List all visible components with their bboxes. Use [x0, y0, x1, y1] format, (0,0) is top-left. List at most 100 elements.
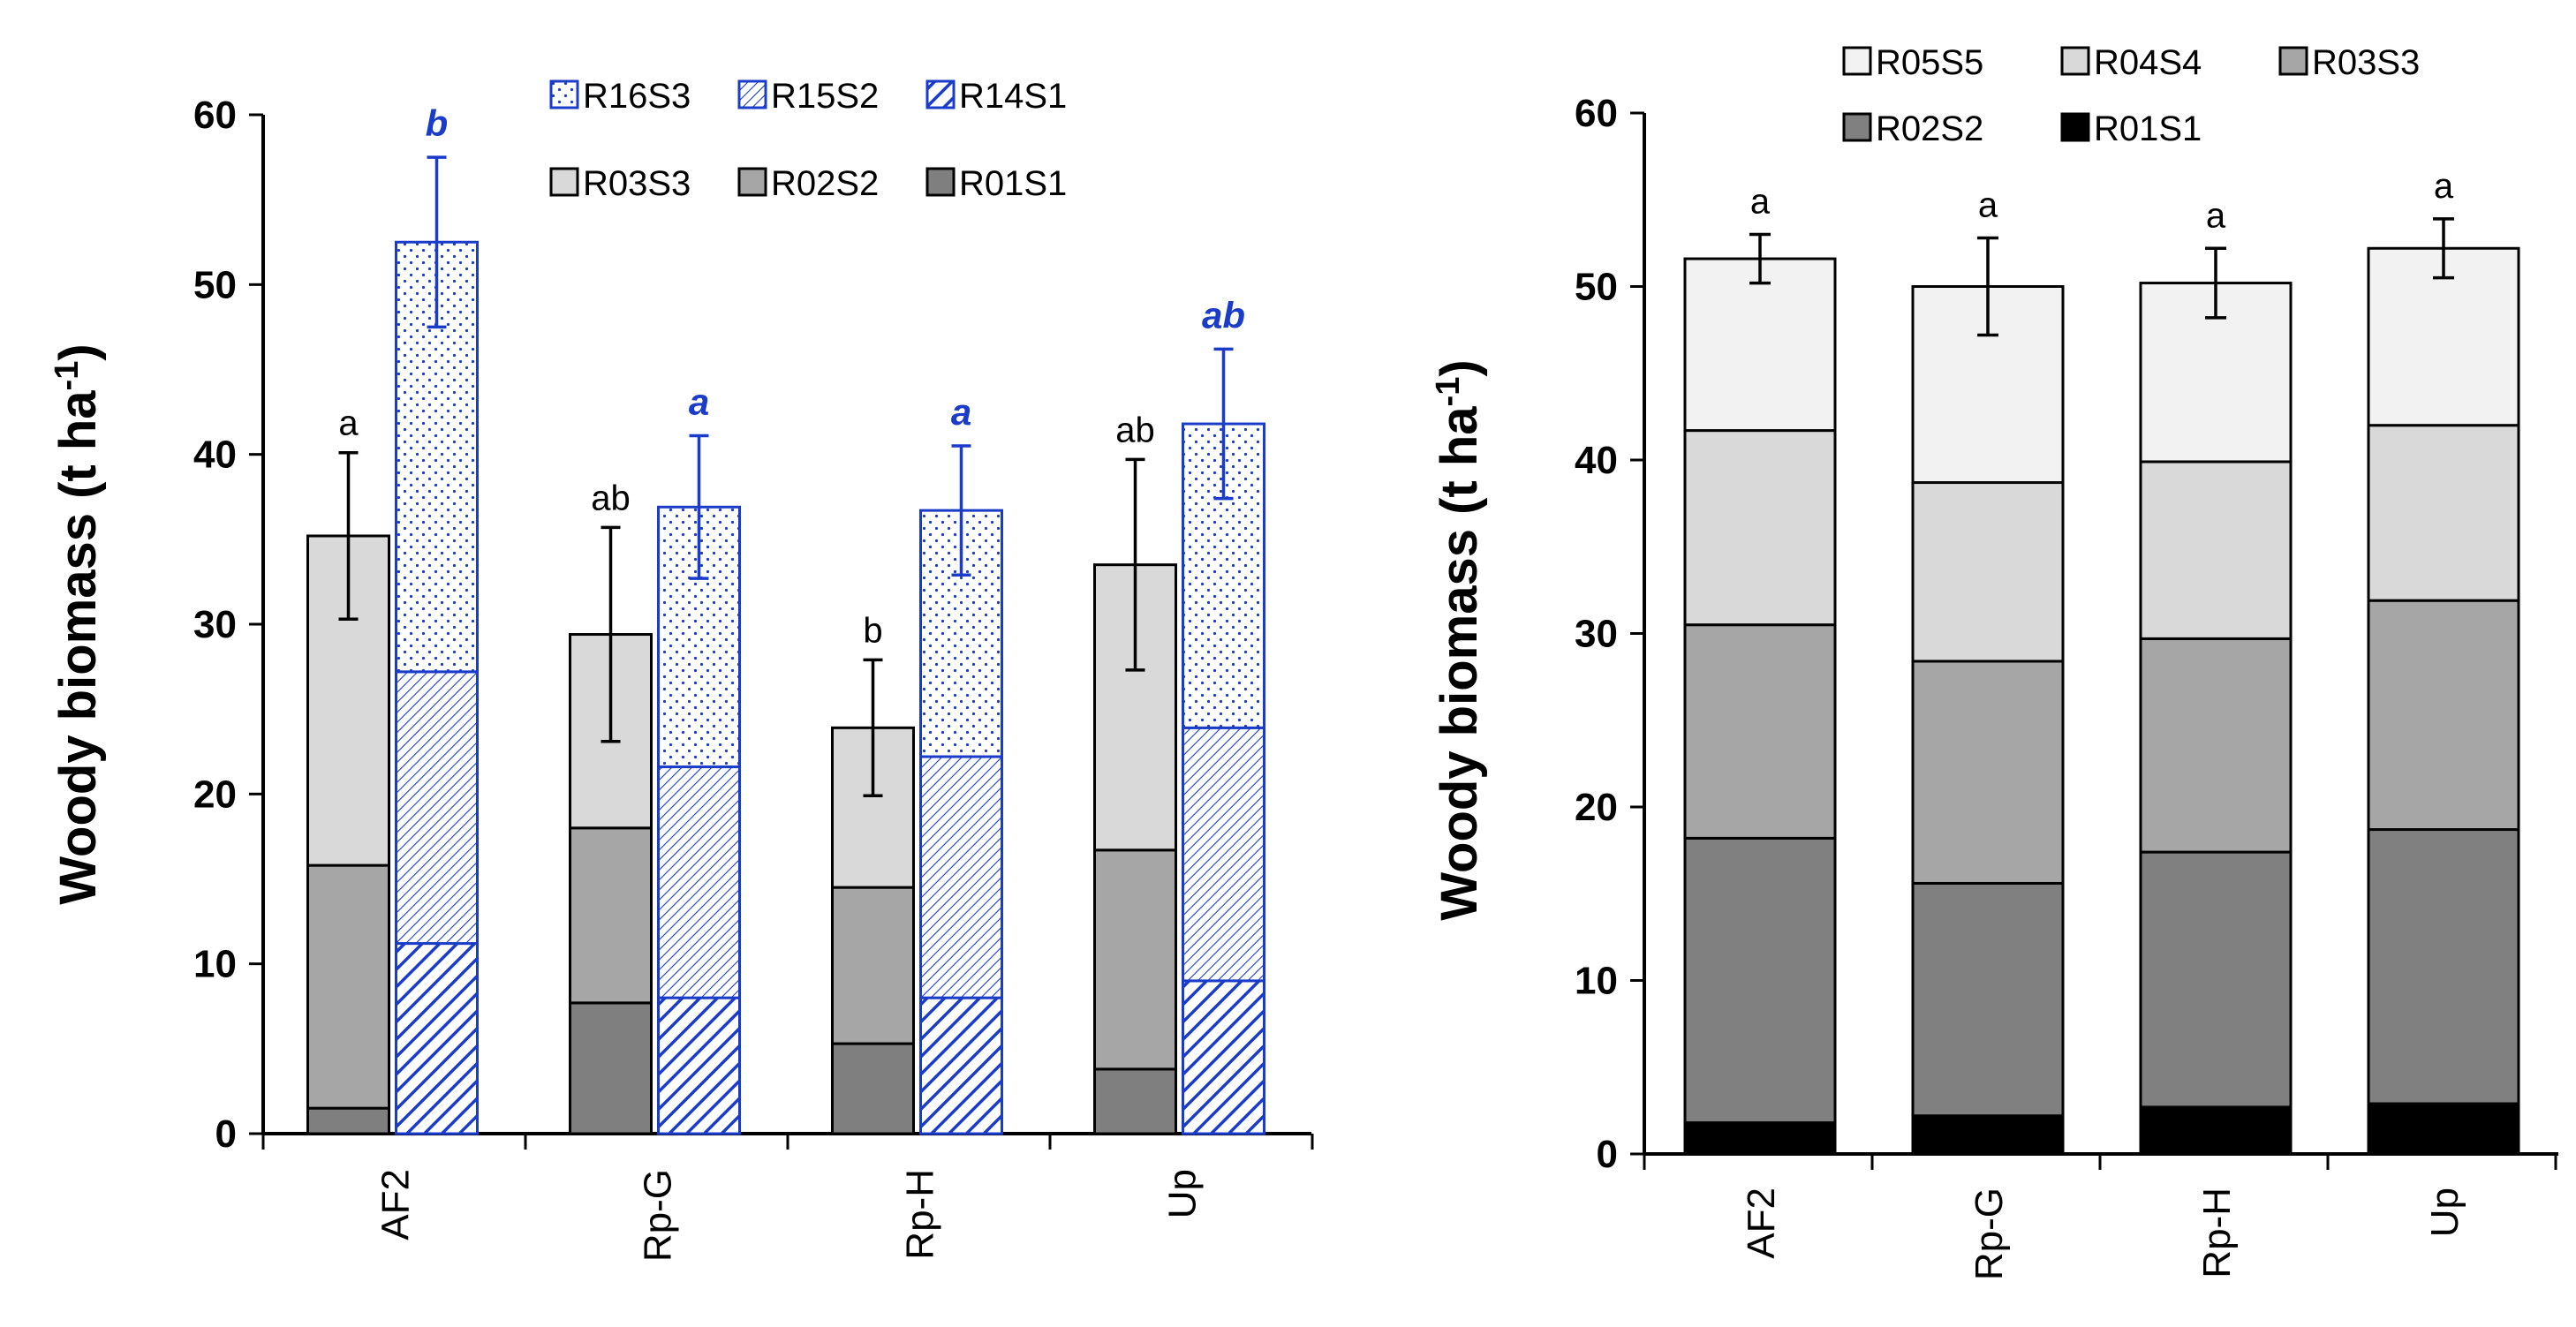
bar-segment-r14s1 [919, 996, 1003, 1135]
bar-segment-r14s1 [1182, 979, 1265, 1135]
left-bars [306, 240, 1265, 1135]
left-category-label: Rp-G [637, 1169, 680, 1262]
legend-label-r01s1: R01S1 [2094, 109, 2202, 148]
legend-label-r01s1: R01S1 [959, 164, 1067, 203]
bar-segment-r01s1 [831, 1042, 915, 1135]
legend-label-r03s3: R03S3 [583, 164, 691, 203]
left-y-tick-label: 40 [193, 434, 237, 477]
bar-segment-r02s2 [1911, 881, 2065, 1118]
left-y-tick-label: 50 [193, 263, 237, 306]
right-legend: R05S5 R04S4 R03S3 R02S2 R01S1 [1842, 43, 2420, 148]
legend-label-r05s5: R05S5 [1876, 43, 1983, 82]
right-y-axis-title: Woody biomass (t ha-1) [1430, 359, 1488, 920]
legend-label-r16s3: R16S3 [583, 77, 691, 116]
legend-swatch-r02s2 [1842, 112, 1872, 142]
bar-segment-r03s3 [2367, 599, 2520, 832]
gray-significance-letter: b [863, 611, 882, 650]
bar-segment-r02s2 [2139, 850, 2293, 1109]
left-x-ticks [261, 1134, 1314, 1150]
left-category-label: Up [1161, 1169, 1205, 1218]
legend-swatch-r03s3 [549, 167, 579, 197]
left-category-labels: AF2 Rp-G Rp-H Up [374, 1169, 1205, 1262]
bar-segment-r01s1 [2367, 1102, 2520, 1156]
legend-swatch-r01s1 [925, 167, 956, 197]
legend-swatch-r04s4 [2060, 46, 2090, 76]
left-category-label: Rp-H [899, 1169, 942, 1260]
legend-swatch-r02s2 [737, 167, 767, 197]
left-y-ticks: 0 10 20 30 40 50 60 [193, 94, 263, 1156]
legend-label-r02s2: R02S2 [1876, 109, 1983, 148]
legend-label-r14s1: R14S1 [959, 77, 1067, 116]
right-x-ticks [1643, 1154, 2557, 1170]
legend-label-r02s2: R02S2 [771, 164, 879, 203]
left-category-label: AF2 [374, 1169, 418, 1240]
bar-segment-r04s4 [2367, 424, 2520, 602]
legend-swatch-r16s3 [549, 79, 579, 109]
bar-segment-r02s2 [306, 863, 390, 1110]
right-category-label: AF2 [1740, 1188, 1783, 1259]
bar-segment-r15s2 [657, 765, 741, 999]
left-legend: R16S3 R15S2 R14S1 R03S3 R02S2 R01S1 [549, 77, 1067, 203]
gray-significance-letter: ab [591, 479, 631, 517]
blue-significance-letter: ab [1202, 294, 1245, 336]
right-y-tick-label: 60 [1575, 92, 1618, 135]
bar-segment-r01s1 [306, 1106, 390, 1135]
gray-significance-letter: ab [1115, 411, 1155, 449]
bar-segment-r15s2 [919, 755, 1003, 999]
legend-swatch-r14s1 [925, 79, 956, 109]
blue-significance-letter: b [426, 102, 449, 144]
bar-segment-r15s2 [1182, 726, 1265, 983]
right-y-tick-label: 50 [1575, 266, 1618, 309]
right-significance-letter: a [2434, 167, 2454, 206]
bar-segment-r14s1 [657, 996, 741, 1135]
right-stacked-bar-chart: 0 10 20 30 40 50 60 a a a a AF2 Rp-G Rp-H Up Woody b… [1430, 43, 2558, 1280]
right-significance-letters: a a aa [1750, 167, 2454, 235]
bar-segment-r02s2 [1683, 836, 1837, 1125]
right-y-tick-label: 0 [1597, 1133, 1618, 1176]
bar-segment-r04s4 [1911, 481, 2065, 663]
legend-swatch-r01s1 [2060, 112, 2090, 142]
right-significance-letter: a [1750, 183, 1771, 222]
bar-segment-r02s2 [1093, 848, 1177, 1071]
bar-segment-r04s4 [2139, 460, 2293, 640]
bar-segment-r01s1 [1911, 1114, 2065, 1156]
legend-swatch-r15s2 [737, 79, 767, 109]
bar-segment-r02s2 [569, 826, 653, 1005]
bar-segment-r03s3 [1683, 623, 1837, 840]
bar-segment-r03s3 [1911, 660, 2065, 885]
right-significance-letter: a [2206, 196, 2226, 235]
right-y-tick-label: 30 [1575, 613, 1618, 656]
left-y-tick-label: 60 [193, 94, 237, 137]
right-category-labels: AF2 Rp-G Rp-H Up [1740, 1188, 2466, 1280]
left-error-bars [338, 155, 1234, 798]
left-y-tick-label: 10 [193, 943, 237, 986]
left-y-tick-label: 20 [193, 773, 237, 816]
legend-swatch-r03s3 [2278, 46, 2308, 76]
right-category-label: Rp-H [2195, 1188, 2239, 1278]
legend-swatch-r05s5 [1842, 46, 1872, 76]
legend-label-r04s4: R04S4 [2094, 43, 2202, 82]
bar-segment-r02s2 [831, 886, 915, 1045]
bar-segment-r04s4 [1683, 429, 1837, 627]
left-y-axis-title: Woody biomass (t ha-1) [49, 343, 107, 904]
right-y-tick-label: 20 [1575, 786, 1618, 829]
bar-segment-r03s3 [2139, 637, 2293, 854]
gray-significance-letter: a [338, 404, 359, 443]
left-y-tick-label: 0 [215, 1112, 237, 1156]
right-significance-letter: a [1978, 185, 1998, 224]
bar-segment-r01s1 [1683, 1121, 1837, 1156]
bar-segment-r01s1 [1093, 1067, 1177, 1135]
bar-segment-r01s1 [569, 1001, 653, 1135]
right-y-ticks: 0 10 20 30 40 50 60 [1575, 92, 1644, 1176]
bar-segment-r01s1 [2139, 1105, 2293, 1156]
legend-label-r03s3: R03S3 [2312, 43, 2420, 82]
blue-significance-letter: a [951, 391, 971, 433]
left-y-tick-label: 30 [193, 603, 237, 646]
right-y-tick-label: 10 [1575, 960, 1618, 1003]
right-y-tick-label: 40 [1575, 439, 1618, 482]
right-bars [1683, 246, 2520, 1156]
bar-segment-r05s5 [1683, 257, 1837, 433]
